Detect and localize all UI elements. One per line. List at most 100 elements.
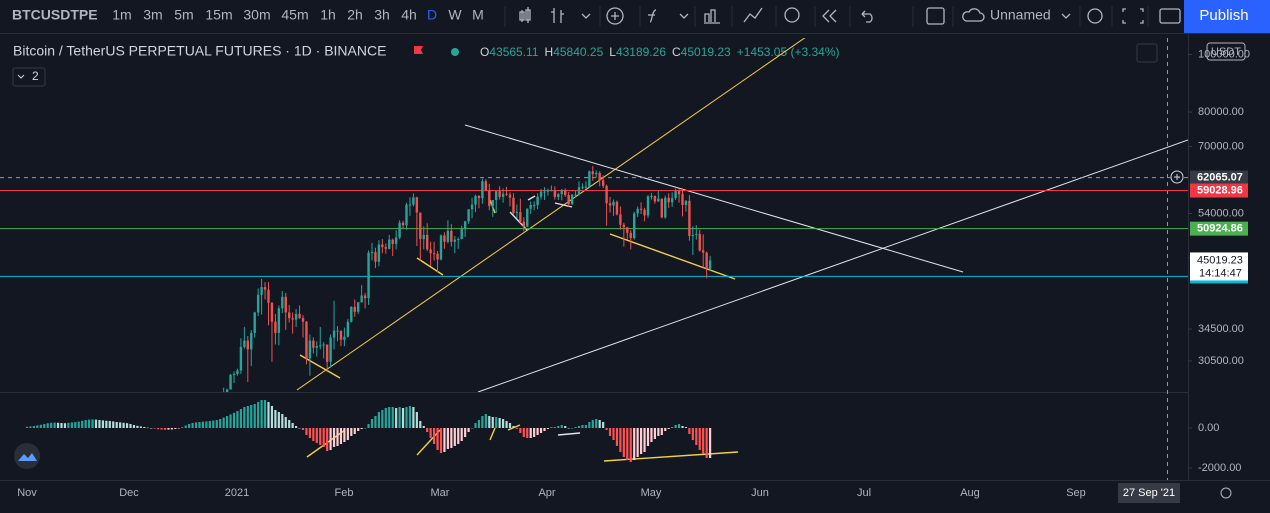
layout-name[interactable]: Unnamed	[990, 7, 1051, 23]
fullscreen-icon[interactable]	[1122, 8, 1144, 24]
interval-button[interactable]: D	[427, 7, 437, 23]
macd-bar	[453, 428, 456, 446]
interval-button[interactable]: 3h	[374, 7, 390, 23]
macd-bar	[664, 428, 667, 431]
macd-bar	[277, 412, 280, 428]
trend-line[interactable]	[416, 257, 444, 276]
logo[interactable]	[14, 443, 40, 469]
candle-body	[612, 201, 615, 206]
macd-bar	[508, 423, 512, 428]
price-label-box	[1190, 221, 1248, 236]
macd-bar	[319, 428, 322, 445]
publish-button[interactable]	[1184, 0, 1270, 33]
flag-icon[interactable]	[414, 46, 423, 54]
symbol-search[interactable]: BTCUSDTPERP	[12, 7, 117, 23]
trend-line[interactable]	[306, 429, 346, 458]
macd-bar	[122, 422, 125, 428]
macd-bar	[201, 421, 205, 428]
macd-bar	[608, 428, 612, 436]
macd-bar	[481, 416, 484, 428]
interval-button[interactable]: 30m	[243, 7, 270, 23]
interval-button[interactable]: 5m	[174, 7, 193, 23]
macd-bar	[67, 422, 70, 428]
macd-bar	[108, 421, 111, 428]
candle-body	[670, 198, 674, 203]
replay-icon[interactable]	[822, 9, 837, 23]
interval-button[interactable]: 4h	[401, 7, 417, 23]
candle-body	[495, 191, 498, 201]
axis-settings[interactable]	[1220, 487, 1232, 499]
templates-icon[interactable]	[704, 9, 720, 24]
snapshot-icon[interactable]	[1159, 8, 1181, 24]
macd-bar	[536, 428, 539, 435]
macd-bar	[474, 423, 477, 428]
alert-icon[interactable]	[784, 7, 800, 23]
macd-bar	[401, 408, 405, 428]
interval-button[interactable]: 1m	[112, 7, 131, 23]
indicators-icon[interactable]	[606, 7, 624, 25]
interval-button[interactable]: W	[448, 7, 462, 23]
candle-body	[702, 250, 705, 253]
trend-line[interactable]	[527, 195, 536, 201]
candle-body	[405, 204, 408, 226]
candle-body	[225, 389, 229, 392]
y-tick-label: 0.00	[1198, 422, 1219, 434]
interval-button[interactable]: M	[472, 7, 484, 23]
candle-body	[336, 330, 339, 332]
interval-button[interactable]: 1h	[320, 7, 336, 23]
macd-bar	[305, 428, 308, 435]
trend-line[interactable]	[296, 37, 806, 391]
candle-body	[446, 230, 450, 242]
macd-bar	[74, 422, 77, 428]
indicators-toggle[interactable]	[12, 67, 46, 87]
x-tick-label: Jul	[857, 487, 871, 499]
candle-body	[605, 185, 608, 204]
candle-body	[539, 191, 543, 197]
candles-icon[interactable]	[519, 7, 531, 23]
trend-line[interactable]	[477, 139, 1188, 392]
trend-line[interactable]	[489, 427, 496, 441]
candle-body	[284, 296, 287, 313]
candle-body	[501, 193, 505, 197]
interval-button[interactable]: 3m	[143, 7, 162, 23]
currency-badge[interactable]	[1206, 42, 1246, 61]
macd-bar	[512, 426, 515, 428]
fx-icon[interactable]	[648, 9, 657, 23]
interval-button[interactable]: 15m	[205, 7, 232, 23]
plot	[0, 166, 1188, 462]
macd-bar	[557, 426, 560, 428]
macd-bar	[63, 423, 67, 428]
candle-body	[615, 201, 619, 215]
interval-button[interactable]: 45m	[281, 7, 308, 23]
trend-line[interactable]	[464, 124, 964, 273]
settings-icon[interactable]	[1087, 8, 1103, 24]
trend-line[interactable]	[416, 429, 441, 456]
macd-bar	[381, 410, 384, 428]
macd-bar	[350, 428, 353, 436]
candle-body	[560, 190, 563, 195]
candle-body	[481, 181, 484, 199]
bars-icon[interactable]	[551, 8, 564, 23]
candle-body	[239, 346, 243, 371]
candle-body	[243, 340, 246, 347]
candle-body	[660, 198, 663, 218]
interval-button[interactable]: 2h	[347, 7, 363, 23]
candle-body	[691, 234, 695, 236]
macd-bar	[260, 400, 263, 428]
undo-icon[interactable]	[861, 10, 873, 23]
publish-label[interactable]: Publish	[1199, 7, 1248, 24]
macd-bar	[364, 428, 367, 429]
trend-line[interactable]	[554, 202, 573, 208]
trend-line[interactable]	[557, 432, 581, 436]
macd-bar	[677, 424, 681, 428]
macd-bar	[226, 416, 229, 428]
layout-icon[interactable]	[926, 7, 945, 25]
dropdown-arrows[interactable]	[581, 13, 1071, 19]
macd-bar	[246, 406, 249, 428]
macd-bar	[619, 428, 622, 452]
compare-icon[interactable]	[743, 7, 763, 23]
cloud-icon[interactable]	[962, 8, 985, 22]
macd-bar	[564, 426, 567, 428]
scroll-button[interactable]	[1136, 43, 1158, 63]
